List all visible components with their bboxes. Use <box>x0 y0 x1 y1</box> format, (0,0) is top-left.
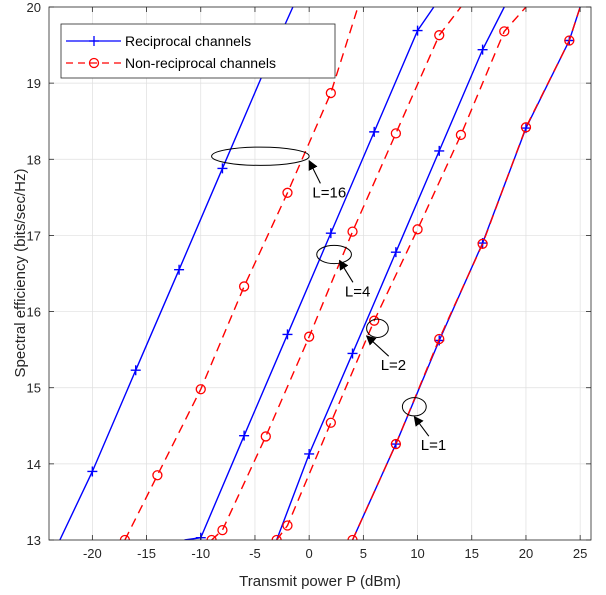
data-point-circle <box>564 35 575 46</box>
annotation-label: L=2 <box>381 357 406 374</box>
x-tick-label: 0 <box>306 546 313 561</box>
x-tick-label: 15 <box>465 546 479 561</box>
data-point-circle <box>195 384 206 395</box>
annotation-l2: L=2 <box>365 318 406 374</box>
annotation-ellipse <box>211 146 310 166</box>
series-line-l1-non-reciprocal <box>351 7 581 540</box>
data-point-plus <box>477 44 488 55</box>
data-point-plus <box>390 247 401 258</box>
x-tick-label: -20 <box>83 546 102 561</box>
annotation-l4: L=4 <box>316 244 370 300</box>
annotation-ellipse <box>366 318 389 338</box>
x-tick-label: 5 <box>360 546 367 561</box>
data-point-plus <box>87 466 98 477</box>
plot-background <box>49 7 591 540</box>
annotation-arrow <box>308 159 321 184</box>
y-axis-label: Spectral efficiency (bits/sec/Hz) <box>12 169 29 378</box>
data-point-circle <box>325 417 336 428</box>
data-point-circle <box>412 224 423 235</box>
data-point-circle <box>520 122 532 133</box>
data-point-circle <box>119 534 131 540</box>
data-point-circle <box>206 534 217 540</box>
data-point-plus <box>347 348 358 359</box>
y-tick-label: 18 <box>27 152 41 167</box>
annotations: L=16 L=4 L=2 L=1 <box>211 146 446 454</box>
annotation-arrow <box>413 415 430 437</box>
data-point-circle <box>434 333 445 345</box>
plot-frame <box>48 6 592 541</box>
data-point-plus <box>369 126 380 137</box>
x-axis-label: Transmit power P (dBm) <box>239 573 401 590</box>
x-tick-label: 20 <box>519 546 533 561</box>
data-point-circle <box>434 30 445 41</box>
x-tick-label: 10 <box>410 546 424 561</box>
data-point-circle <box>347 534 358 540</box>
data-point-circle <box>304 331 315 342</box>
annotation-arrow <box>365 335 390 357</box>
x-tick-label: -5 <box>249 546 261 561</box>
series-l4-non-reciprocal <box>206 7 462 540</box>
y-tick-label: 19 <box>27 76 41 91</box>
legend-box <box>60 23 336 79</box>
data-point-circle <box>217 524 228 536</box>
data-point-plus <box>130 365 141 376</box>
data-point-circle <box>390 438 402 450</box>
legend: Reciprocal channels Non-reciprocal chann… <box>60 23 336 79</box>
data-point-plus <box>325 228 336 239</box>
series-l1-non-reciprocal <box>347 7 581 540</box>
data-point-circle <box>390 128 402 139</box>
data-point-circle <box>260 431 271 442</box>
annotation-ellipse <box>316 244 352 265</box>
series-l2-non-reciprocal <box>271 7 527 540</box>
annotation-l1: L=1 <box>401 397 446 454</box>
series-line-l4-non-reciprocal <box>211 7 462 540</box>
annotation-l16: L=16 <box>211 146 346 201</box>
y-tick-label: 17 <box>27 228 41 243</box>
x-tick-label: 25 <box>573 546 587 561</box>
y-tick-label: 13 <box>27 533 41 548</box>
data-point-circle <box>499 26 510 37</box>
annotation-label: L=1 <box>421 437 446 454</box>
y-tick-label: 15 <box>27 381 41 396</box>
data-point-circle <box>369 315 380 326</box>
series-l2-reciprocal <box>275 7 505 540</box>
y-tick-label: 20 <box>27 0 41 15</box>
data-point-circle <box>477 238 488 249</box>
x-tick-label: -15 <box>137 546 156 561</box>
data-point-circle <box>152 470 163 481</box>
annotation-label: L=4 <box>345 283 370 300</box>
data-point-circle <box>238 281 250 292</box>
legend-label-nonreciprocal: Non-reciprocal channels <box>125 55 276 71</box>
data-point-plus <box>217 163 228 174</box>
data-point-plus <box>434 145 445 156</box>
series-line-l4-reciprocal <box>184 7 435 540</box>
legend-marker-reciprocal <box>89 36 99 46</box>
data-point-circle <box>271 534 282 540</box>
series-l16-non-reciprocal <box>119 7 359 540</box>
data-point-plus <box>412 25 423 36</box>
data-point-plus <box>282 329 293 340</box>
annotation-label: L=16 <box>312 184 346 201</box>
data-point-circle <box>455 129 467 141</box>
legend-marker-nonreciprocal <box>88 57 100 69</box>
series-l4-reciprocal <box>184 7 435 540</box>
y-tick-label: 16 <box>27 305 41 320</box>
legend-label-reciprocal: Reciprocal channels <box>125 33 251 49</box>
y-tick-label: 14 <box>27 457 41 472</box>
data-point-plus <box>174 264 185 275</box>
data-point-circle <box>282 520 293 531</box>
data-point-circle <box>282 187 293 198</box>
data-point-circle <box>347 226 358 237</box>
series-line-l2-non-reciprocal <box>276 7 527 540</box>
data-point-circle <box>325 87 336 99</box>
axis-ticks: -20 -15 -10 -5 0 5 10 15 20 25 13 14 15 16 17 18 19 20 <box>27 0 591 561</box>
annotation-arrow <box>338 259 354 283</box>
data-point-plus <box>304 448 315 459</box>
data-series <box>59 7 581 540</box>
x-tick-label: -10 <box>191 546 210 561</box>
data-point-plus <box>239 430 250 441</box>
